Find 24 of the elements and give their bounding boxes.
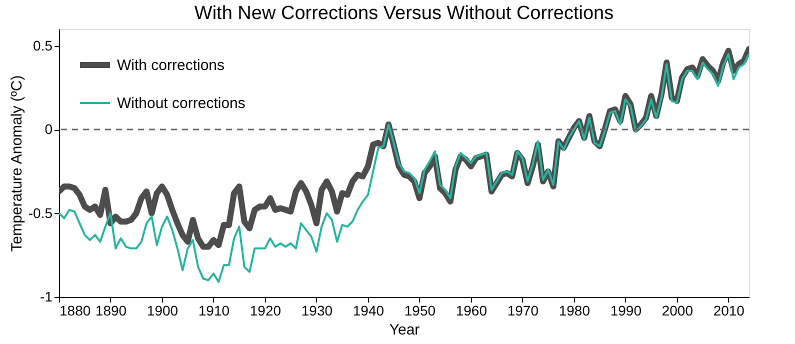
x-tick-label: 1900 [146,302,178,318]
legend-label: With corrections [117,57,225,74]
x-tick-label: 1940 [352,302,384,318]
x-axis-title: Year [389,322,420,338]
chart-title: With New Corrections Versus Without Corrections [194,3,614,24]
y-tick-label: -1 [40,288,53,304]
x-tick-label: 1910 [198,302,230,318]
x-tick-label: 1990 [610,302,642,318]
y-tick-label: 0.5 [33,37,53,54]
x-tick-label: 1950 [404,302,436,318]
x-tick-label: 2000 [662,302,694,318]
x-tick-label: 1920 [250,302,282,318]
y-tick-label: -0.5 [28,204,53,221]
legend-label: Without corrections [117,95,246,112]
y-axis-title: Temperature Anomaly (ºC) [8,75,26,252]
line-series [59,53,749,283]
y-tick-label: 0 [44,121,53,137]
x-tick-label: 1930 [301,302,333,318]
x-tick-label: 2010 [713,302,745,318]
x-tick-label: 1980 [558,302,590,318]
x-tick-label: 1970 [507,302,539,318]
x-tick-label: 1880 [60,302,91,318]
x-tick-label: 1890 [95,302,127,318]
x-tick-label: 1960 [456,302,488,318]
